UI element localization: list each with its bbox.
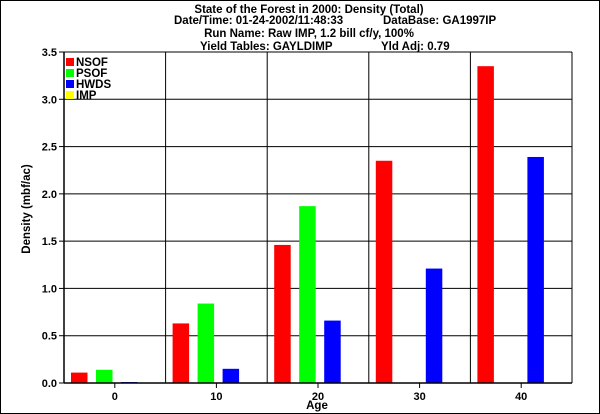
- datetime-label: Date/Time: 01-24-2002/11:48:33: [174, 15, 343, 27]
- bar-hwds: [425, 268, 443, 383]
- bar-nsof: [375, 160, 393, 383]
- x-tick-label: 10: [210, 391, 222, 403]
- bar-hwds: [324, 320, 341, 383]
- y-tick-label: 3.5: [42, 47, 57, 59]
- bar-hwds: [222, 368, 240, 383]
- x-axis-title: Age: [306, 400, 328, 412]
- yld-adj-label: Yld Adj: 0.79: [381, 41, 450, 53]
- bar-hwds: [527, 156, 544, 383]
- y-tick-label: 1.5: [42, 236, 57, 248]
- run-name-label: Run Name: Raw IMP, 1.2 bill cf/y, 100%: [204, 28, 414, 40]
- legend-swatch-hwds: [66, 80, 74, 88]
- bar-nsof: [71, 372, 88, 383]
- legend-label-imp: IMP: [76, 90, 97, 102]
- y-tick-label: 1.0: [42, 283, 57, 295]
- y-tick-label: 2.0: [42, 189, 57, 201]
- legend-swatch-imp: [66, 91, 74, 99]
- y-tick-label: 2.5: [42, 142, 57, 154]
- y-tick-label: 0.5: [42, 331, 57, 343]
- x-tick-label: 40: [515, 391, 527, 403]
- bars-group: [71, 66, 544, 383]
- bar-psof: [96, 369, 113, 383]
- grid-lines: [63, 51, 573, 384]
- y-tick-label: 0.0: [42, 378, 57, 390]
- bar-psof: [197, 303, 215, 383]
- legend-swatch-psof: [66, 69, 74, 77]
- legend-label-psof: PSOF: [76, 68, 107, 80]
- bar-psof: [299, 206, 316, 383]
- legend-swatch-nsof: [66, 58, 74, 66]
- bar-nsof: [477, 66, 494, 383]
- bar-nsof: [172, 323, 190, 383]
- y-axis-title: Density (mbf/ac): [21, 164, 33, 254]
- y-tick-label: 3.0: [42, 94, 57, 106]
- database-label: DataBase: GA1997IP: [383, 15, 496, 27]
- axes-group: 0.0 0.5 1.0 1.5 2.0 2.5 3.0 3.5 0 10 20 30 40: [42, 47, 572, 403]
- yield-tables-label: Yield Tables: GAYLDIMP: [200, 41, 333, 53]
- x-tick-label: 0: [112, 391, 118, 403]
- x-tick-label: 30: [413, 391, 425, 403]
- chart-title: State of the Forest in 2000: Density (To…: [194, 4, 423, 16]
- bar-nsof: [274, 244, 291, 383]
- legend-label-hwds: HWDS: [76, 79, 111, 91]
- legend-label-nsof: NSOF: [76, 57, 108, 69]
- x-tick-label: 20: [312, 391, 324, 403]
